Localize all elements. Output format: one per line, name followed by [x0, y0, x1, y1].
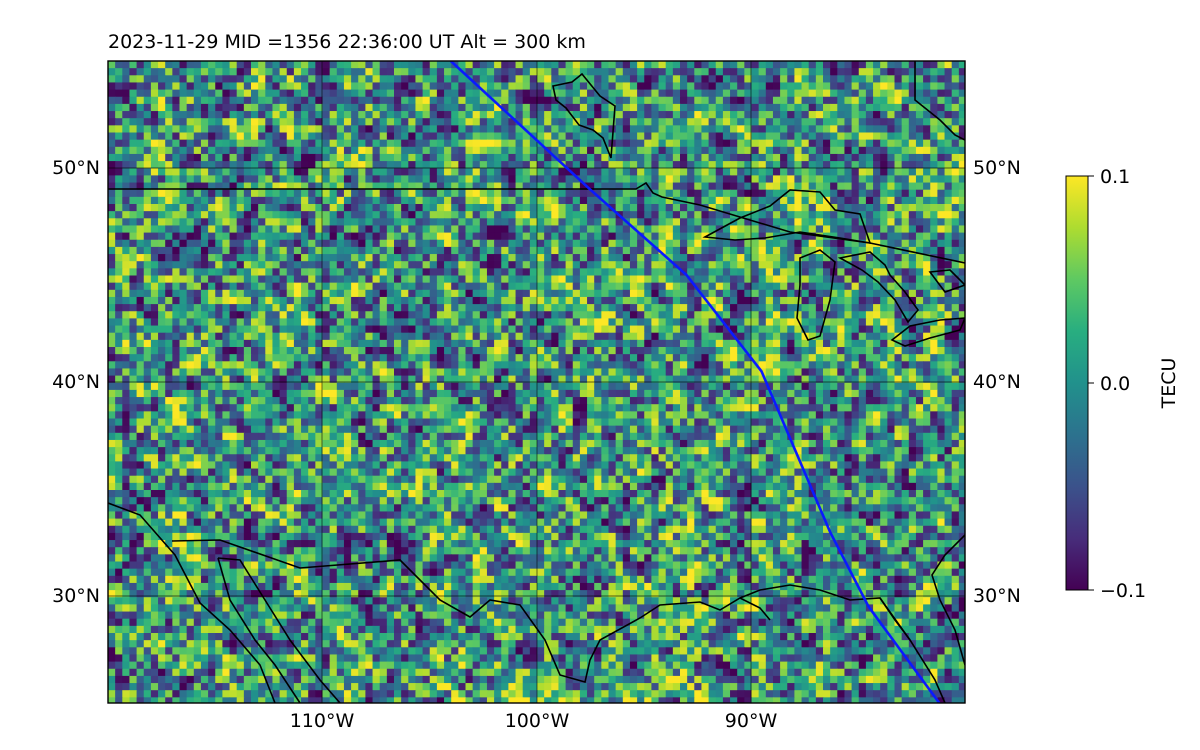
gulf-of-california [217, 557, 341, 703]
lat-label-30-left: 30°N [52, 585, 100, 607]
hudson-bay-coast [552, 72, 616, 159]
lake-superior [702, 189, 872, 245]
lat-label-50-right: 50°N [973, 157, 1021, 179]
lake-huron [837, 251, 920, 324]
colorbar: 0.1 0.0 −0.1 TECU [1065, 166, 1180, 602]
colorbar-max-label: 0.1 [1100, 166, 1130, 188]
lon-label-100w: 100°W [505, 710, 570, 732]
lon-label-110w: 110°W [290, 710, 355, 732]
figure-title: 2023-11-29 MID =1356 22:36:00 UT Alt = 3… [108, 31, 586, 53]
map-frame [107, 60, 966, 704]
tec-field [108, 61, 965, 703]
lake-michigan [796, 249, 836, 341]
colorbar-label: TECU [1158, 358, 1180, 410]
lon-label-90w: 90°W [725, 710, 778, 732]
lake-erie [890, 317, 965, 347]
lat-label-50-left: 50°N [52, 157, 100, 179]
lat-label-30-right: 30°N [973, 585, 1021, 607]
lat-label-40-left: 40°N [52, 371, 100, 393]
florida-coast [931, 534, 965, 666]
lake-ontario [928, 269, 965, 293]
us-mexico-border [171, 539, 946, 703]
colorbar-min-label: −0.1 [1100, 580, 1146, 602]
map-panel [107, 60, 966, 704]
gulf-coast-east [739, 597, 911, 641]
satellite-track [449, 61, 941, 703]
coastlines-borders [108, 61, 965, 703]
baja-pacific-coast [108, 502, 276, 703]
lat-label-40-right: 40°N [973, 371, 1021, 393]
colorbar-mid-label: 0.0 [1100, 373, 1130, 395]
colorbar-gradient [1065, 175, 1089, 591]
gridlines [108, 61, 965, 703]
labrador-coast [914, 61, 965, 141]
